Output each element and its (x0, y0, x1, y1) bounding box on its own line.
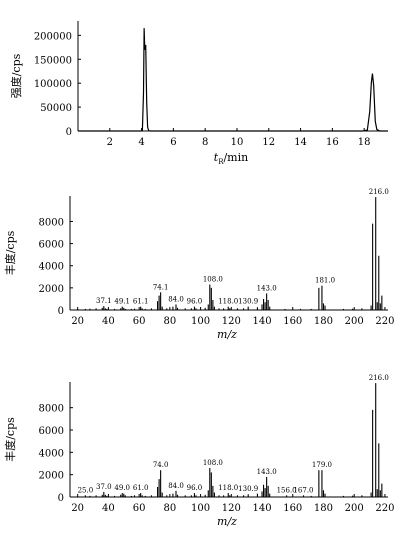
peak-label: 74.1 (153, 283, 169, 291)
x-tick-label: 10 (231, 137, 244, 148)
x-tick-label: 120 (222, 503, 241, 514)
peak-label: 108.0 (203, 459, 223, 467)
x-tick-label: 40 (102, 316, 115, 327)
peak-label: 25.0 (78, 486, 94, 494)
peak-label: 74.0 (153, 461, 169, 469)
y-tick-label: 6000 (39, 426, 64, 437)
y-tick-label: 100000 (34, 79, 72, 90)
peak-label: 216.0 (369, 188, 389, 196)
peak-label: 96.0 (187, 484, 203, 492)
x-axis-label: m/z (217, 328, 237, 341)
peak-label: 61.1 (133, 298, 149, 306)
chart-2: 20 40 60 80 100 120 140 160 180 200 220 0 2000 4000 60… (3, 188, 394, 341)
x-axis-label-main: t (214, 151, 219, 164)
x-tick-label: 140 (252, 316, 271, 327)
peak-label: 167.0 (293, 486, 313, 494)
y-tick-label: 0 (58, 306, 64, 317)
y-axis-label: 强度/cps (9, 53, 23, 98)
x-tick-label: 60 (133, 503, 146, 514)
y-tick-label: 0 (66, 127, 72, 138)
x-tick-label: 18 (358, 137, 371, 148)
y-axis-label: 丰度/cps (3, 417, 17, 462)
x-tick-label: 8 (202, 137, 208, 148)
peak-label: 130.9 (238, 485, 258, 493)
peak-label: 118.0 (218, 484, 238, 492)
peak-label: 84.0 (168, 295, 184, 303)
x-tick-label: 80 (163, 503, 176, 514)
x-axis-label-subscript: R (218, 158, 224, 166)
peak-label: 143.0 (257, 284, 277, 292)
y-tick-label: 8000 (39, 404, 64, 415)
x-tick-label: 220 (375, 503, 394, 514)
x-tick-label: 20 (71, 503, 84, 514)
x-tick-label: 6 (170, 137, 176, 148)
x-tick-label: 100 (191, 503, 210, 514)
y-tick-label: 4000 (39, 448, 64, 459)
x-tick-label: 60 (133, 316, 146, 327)
x-axis-label: m/z (217, 515, 237, 528)
x-tick-label: 12 (262, 137, 275, 148)
x-tick-label: 140 (252, 503, 271, 514)
y-tick-label: 200000 (34, 31, 72, 42)
x-tick-label: 100 (191, 316, 210, 327)
peak-label: 130.9 (238, 298, 258, 306)
x-tick-label: 160 (283, 503, 302, 514)
y-tick-label: 50000 (40, 103, 72, 114)
chart-1: 2 4 6 8 10 12 14 16 18 0 50000 100000 150000 200000 强度… (9, 21, 388, 166)
y-tick-label: 6000 (39, 240, 64, 251)
x-tick-label: 180 (314, 503, 333, 514)
series-line (78, 28, 388, 132)
peak-label: 49.1 (114, 298, 130, 306)
x-tick-label: 200 (345, 316, 364, 327)
x-tick-label: 200 (345, 503, 364, 514)
x-tick-label: 80 (163, 316, 176, 327)
x-tick-label: 120 (222, 316, 241, 327)
y-tick-label: 0 (58, 493, 64, 504)
y-tick-label: 150000 (34, 55, 72, 66)
peak-label: 143.0 (257, 468, 277, 476)
x-tick-label: 16 (326, 137, 339, 148)
x-tick-label: 14 (294, 137, 307, 148)
y-tick-label: 2000 (39, 471, 64, 482)
peak-label: 61.0 (133, 484, 149, 492)
peak-label: 108.0 (203, 276, 223, 284)
y-tick-label: 8000 (39, 217, 64, 228)
peak-label: 156.0 (277, 486, 297, 494)
peak-label: 216.0 (369, 374, 389, 382)
peak-label: 37.0 (96, 483, 112, 491)
x-tick-label: 2 (107, 137, 113, 148)
x-tick-label: 220 (375, 316, 394, 327)
x-tick-label: 4 (138, 137, 144, 148)
peak-label: 84.0 (168, 482, 184, 490)
x-axis-label-unit: /min (223, 151, 248, 164)
peak-label: 179.0 (312, 461, 332, 469)
x-tick-label: 40 (102, 503, 115, 514)
x-tick-label: 180 (314, 316, 333, 327)
y-tick-label: 2000 (39, 284, 64, 295)
peak-label: 37.1 (96, 297, 112, 305)
peak-label: 49.0 (114, 484, 130, 492)
chart-3: 20 40 60 80 100 120 140 160 180 200 220 0 2000 4000 60… (3, 374, 394, 528)
x-axis-label: tR/min (214, 151, 248, 166)
peak-label: 118.0 (218, 298, 238, 306)
peak-label: 181.0 (315, 277, 335, 285)
y-tick-label: 4000 (39, 262, 64, 273)
peak-label: 96.0 (187, 298, 203, 306)
x-tick-label: 160 (283, 316, 302, 327)
y-axis-label: 丰度/cps (3, 230, 17, 275)
x-tick-label: 20 (71, 316, 84, 327)
